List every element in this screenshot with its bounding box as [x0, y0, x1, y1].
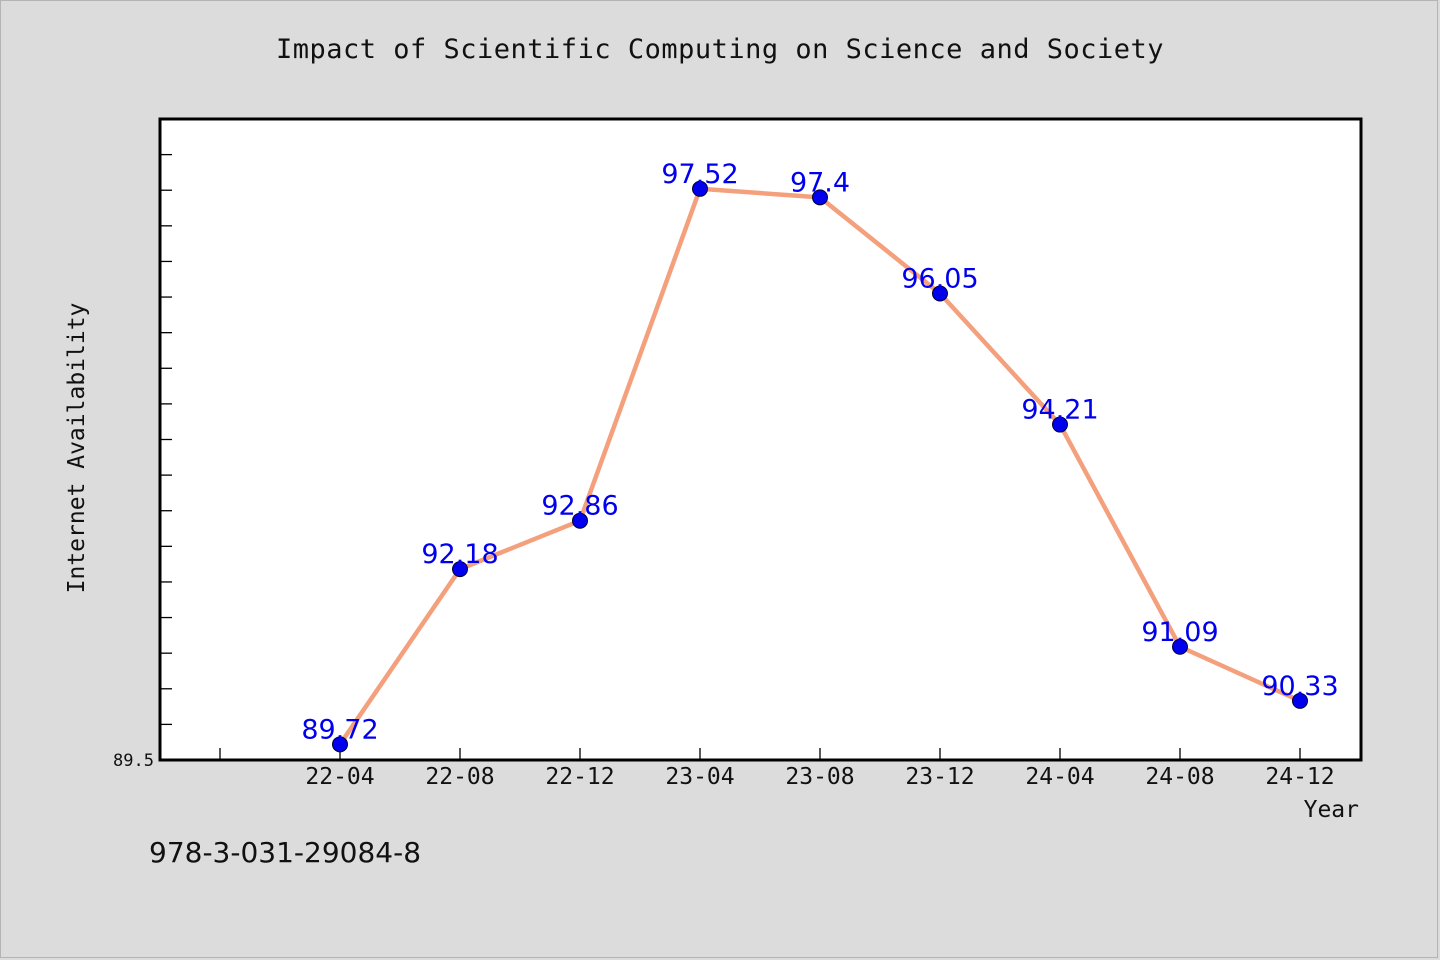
y-axis-label: Internet Availability [64, 303, 90, 594]
x-axis-ticks: 22-04 22-08 22-12 23-04 23-08 23-12 24-04 24-08… [219, 748, 1335, 790]
data-point [1292, 692, 1308, 709]
data-label: 92.86 [541, 491, 618, 522]
y-axis-ticks [160, 118, 172, 761]
data-labels: 89.72 92.18 92.86 97.52 97.4 96.05 94.21 91.09 9… [301, 159, 1338, 746]
data-label: 94.21 [1021, 395, 1098, 426]
data-label: 91.09 [1141, 617, 1218, 648]
plot-area [158, 117, 1363, 762]
data-point [1172, 638, 1188, 655]
data-point [452, 561, 468, 578]
x-axis-label: Year [1304, 797, 1359, 823]
y-tick-label-min: 89.5 [113, 751, 154, 771]
footer-text: 978-3-031-29084-8 [149, 836, 422, 869]
data-point [812, 189, 828, 206]
data-label: 97.4 [790, 167, 850, 198]
x-tick-label: 22-04 [305, 764, 374, 790]
data-point [1052, 416, 1068, 433]
data-label: 90.33 [1261, 671, 1338, 702]
data-label: 97.52 [661, 159, 738, 190]
x-tick-label: 22-08 [425, 764, 494, 790]
data-point [932, 285, 948, 302]
data-point [332, 736, 348, 753]
chart-title: Impact of Scientific Computing on Scienc… [275, 34, 1165, 65]
data-points [332, 180, 1308, 753]
x-tick-label: 23-12 [905, 764, 974, 790]
data-point [572, 512, 588, 529]
x-tick-label: 23-08 [785, 764, 854, 790]
data-point [692, 180, 708, 197]
x-tick-label: 24-12 [1265, 764, 1334, 790]
x-tick-label: 24-04 [1025, 764, 1094, 790]
data-label: 89.72 [301, 714, 378, 745]
x-tick-label: 24-08 [1145, 764, 1214, 790]
data-label: 92.18 [421, 539, 498, 570]
data-label: 96.05 [901, 263, 978, 294]
x-tick-label: 22-12 [545, 764, 614, 790]
x-tick-label: 23-04 [665, 764, 734, 790]
